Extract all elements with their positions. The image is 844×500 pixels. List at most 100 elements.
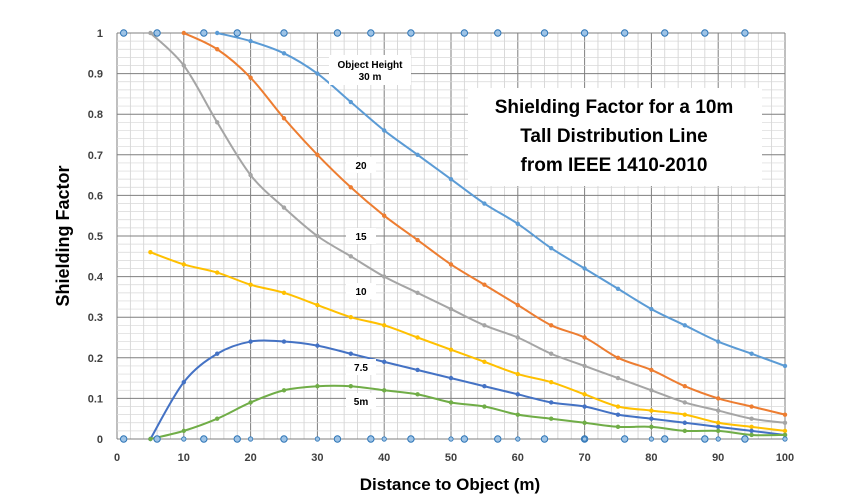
data-point — [682, 400, 687, 405]
boundary-marker — [494, 435, 502, 443]
boundary-marker — [661, 435, 669, 443]
data-point — [448, 306, 454, 312]
data-point — [281, 339, 287, 344]
data-point — [782, 363, 788, 369]
y-tick-label: 0.2 — [88, 353, 103, 365]
boundary-marker — [119, 435, 128, 443]
y-tick-label: 0.1 — [88, 393, 103, 405]
data-point — [682, 412, 687, 417]
data-point — [549, 351, 554, 356]
boundary-marker — [580, 29, 589, 37]
boundary-marker — [648, 436, 655, 442]
data-point — [682, 384, 687, 389]
series-lines — [148, 30, 788, 442]
series-label-text: 5m — [354, 397, 369, 408]
series-label-box — [346, 283, 376, 299]
boundary-marker — [620, 435, 629, 443]
data-point — [148, 436, 153, 442]
boundary-marker — [460, 29, 469, 37]
boundary-marker — [280, 29, 288, 37]
data-point — [549, 323, 554, 328]
chart-title-box — [468, 88, 762, 186]
y-tick-label: 0.5 — [88, 231, 103, 243]
data-point — [382, 128, 387, 133]
boundary-marker — [540, 29, 549, 37]
data-point — [382, 213, 387, 218]
boundary-marker — [280, 435, 288, 443]
series-label: 15 — [346, 228, 376, 244]
data-point — [315, 302, 320, 308]
boundary-markers — [119, 29, 788, 443]
series-line — [150, 384, 786, 440]
series-label-box — [346, 157, 376, 173]
data-point — [315, 71, 320, 76]
data-point — [281, 116, 287, 121]
series-label-text: 30 m — [359, 72, 382, 83]
data-point — [348, 254, 353, 259]
boundary-marker — [181, 436, 187, 442]
series-group — [148, 250, 788, 434]
data-point — [582, 392, 587, 397]
boundary-marker — [153, 435, 161, 443]
x-tick-label: 0 — [114, 452, 120, 464]
data-point — [215, 47, 220, 52]
data-point — [382, 274, 387, 279]
data-point — [348, 99, 353, 105]
data-point — [716, 428, 721, 434]
series-group — [215, 30, 788, 369]
data-point — [716, 408, 721, 413]
chart-title-line: Shielding Factor for a 10m — [495, 97, 734, 118]
data-point — [682, 420, 687, 425]
boundary-marker — [248, 436, 254, 442]
series-group — [148, 30, 788, 425]
boundary-marker — [200, 435, 208, 443]
boundary-marker — [715, 436, 721, 442]
data-point — [549, 379, 554, 385]
data-point — [248, 38, 253, 44]
y-tick-label: 0.7 — [88, 150, 103, 162]
boundary-marker — [540, 435, 549, 443]
data-point — [582, 335, 587, 340]
data-point — [248, 75, 253, 80]
data-point — [782, 432, 788, 438]
series-label-box — [346, 228, 376, 244]
data-point — [248, 282, 253, 287]
data-point — [749, 432, 754, 438]
data-point — [615, 424, 621, 430]
series-label-text: Object Height — [337, 60, 403, 71]
data-point — [749, 428, 754, 434]
x-tick-label: 10 — [178, 452, 190, 464]
series-label: 7.5 — [346, 359, 376, 375]
series-label-text: 15 — [355, 232, 367, 243]
data-point — [348, 315, 353, 320]
data-point — [281, 51, 287, 56]
boundary-marker — [448, 436, 454, 442]
x-tick-label: 30 — [311, 452, 323, 464]
data-point — [782, 412, 788, 417]
data-point — [181, 30, 186, 36]
data-point — [448, 375, 454, 381]
data-point — [649, 416, 654, 421]
y-tick-label: 0 — [97, 434, 103, 446]
y-tick-label: 1 — [97, 28, 103, 40]
x-tick-label: 70 — [578, 452, 590, 464]
boundary-marker — [333, 29, 342, 37]
data-point — [315, 233, 320, 239]
boundary-marker — [741, 29, 749, 37]
data-point — [582, 363, 587, 369]
boundary-marker — [515, 436, 521, 442]
y-axis-title: Shielding Factor — [53, 165, 73, 306]
data-point — [716, 396, 721, 401]
boundary-marker — [701, 29, 709, 37]
data-point — [515, 371, 520, 377]
data-point — [415, 152, 420, 157]
x-tick-label: 80 — [645, 452, 657, 464]
data-point — [482, 323, 487, 328]
data-point — [281, 290, 287, 296]
data-point — [482, 282, 487, 287]
data-point — [281, 388, 287, 393]
data-point — [682, 323, 687, 328]
data-point — [649, 408, 654, 413]
